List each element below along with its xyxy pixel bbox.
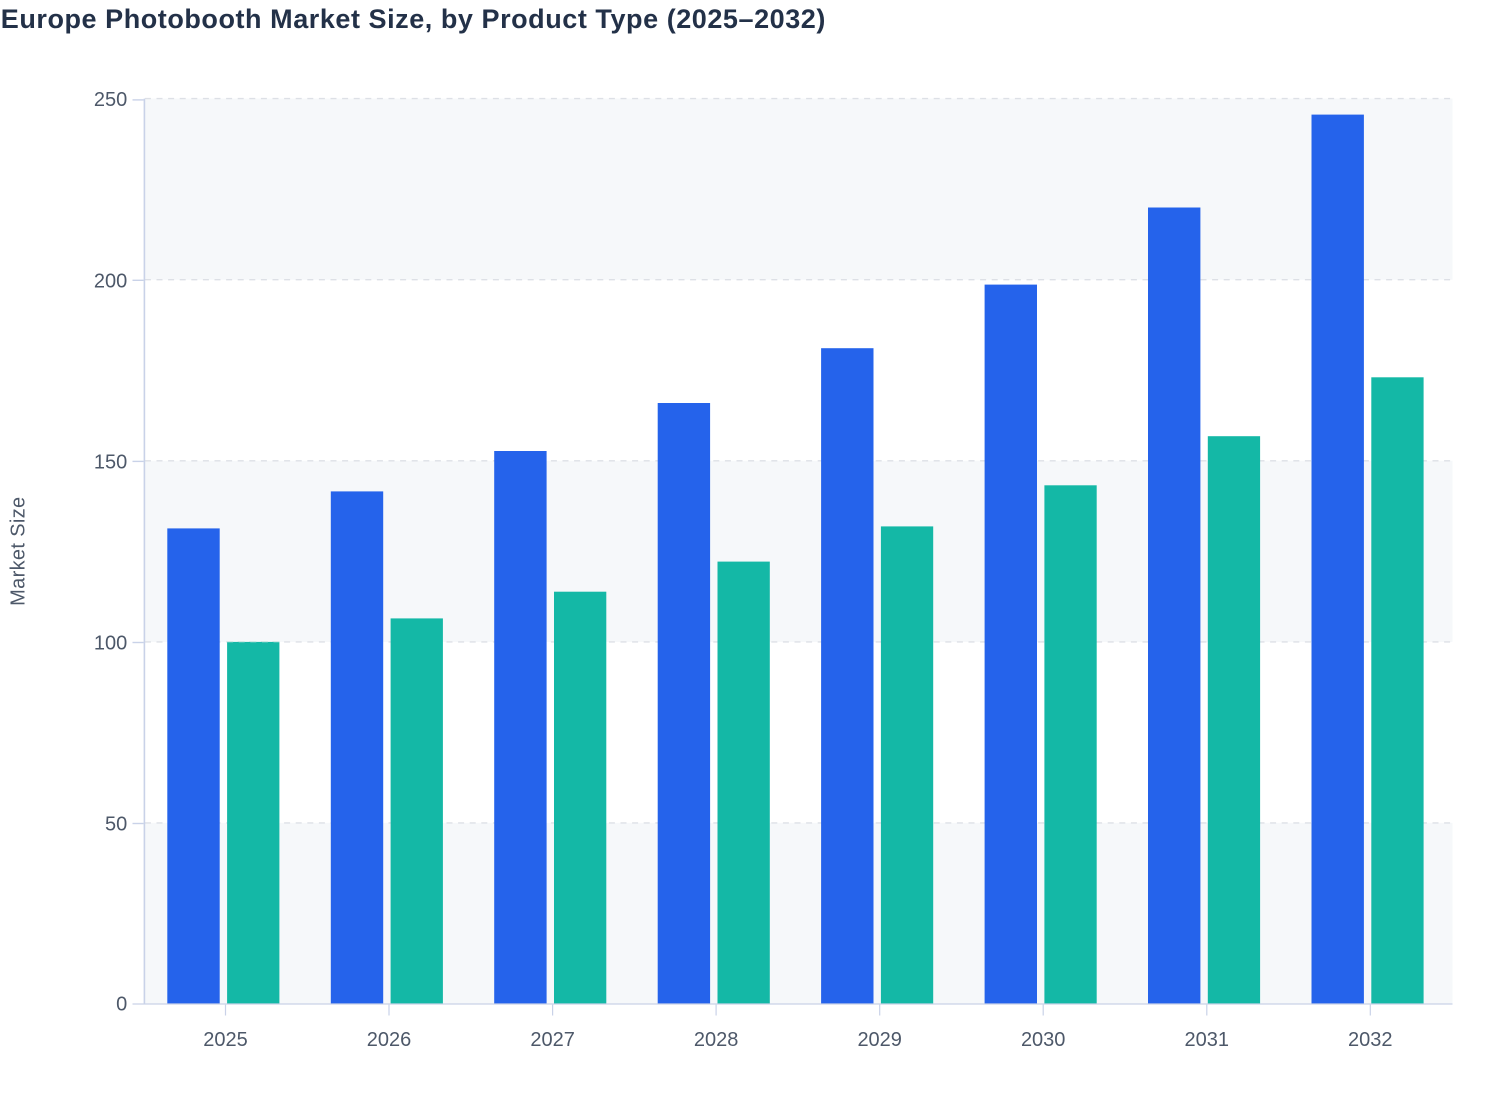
svg-text:150: 150 — [94, 451, 127, 473]
svg-text:2029: 2029 — [857, 1029, 902, 1051]
svg-text:2027: 2027 — [530, 1029, 575, 1051]
svg-text:Market Size: Market Size — [7, 496, 29, 605]
svg-text:200: 200 — [94, 270, 127, 292]
svg-text:2025: 2025 — [203, 1029, 248, 1051]
svg-text:2032: 2032 — [1348, 1029, 1393, 1051]
svg-text:Europe Photobooth Market Size,: Europe Photobooth Market Size, by Produc… — [1, 4, 826, 34]
svg-text:250: 250 — [94, 89, 127, 111]
svg-text:2031: 2031 — [1185, 1029, 1230, 1051]
svg-text:100: 100 — [94, 633, 127, 655]
svg-text:2028: 2028 — [694, 1029, 739, 1051]
svg-text:2026: 2026 — [367, 1029, 412, 1051]
svg-text:50: 50 — [105, 814, 127, 836]
svg-text:0: 0 — [116, 994, 127, 1016]
svg-text:2030: 2030 — [1021, 1029, 1066, 1051]
